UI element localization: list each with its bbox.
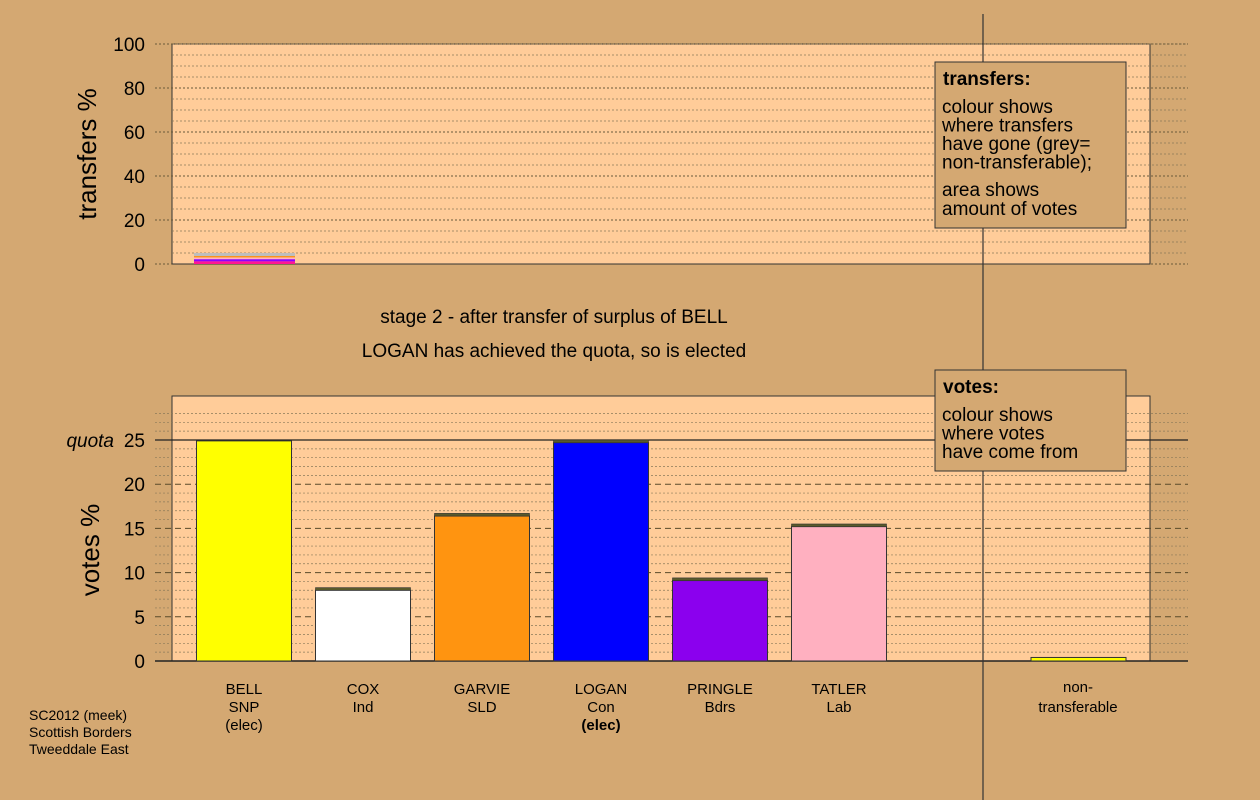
y-tick-label: 25	[124, 431, 145, 452]
transfers-legend-title: transfers:	[943, 69, 1031, 90]
transfers-legend-line: colour shows	[942, 97, 1053, 118]
votes-legend-line: where votes	[941, 424, 1044, 445]
votes-axis-title: votes %	[75, 504, 105, 597]
y-tick-label: 15	[124, 519, 145, 540]
quota-label: quota	[66, 431, 114, 452]
votes-legend-title: votes:	[943, 377, 999, 398]
candidate-party: Ind	[353, 699, 374, 716]
transfer-segment	[194, 261, 295, 264]
bar-tatler	[791, 526, 887, 662]
transfers-legend-line: area shows	[942, 180, 1039, 201]
candidate-name: TATLER	[811, 681, 866, 698]
y-tick-label: 100	[113, 35, 145, 56]
transfer-segment	[194, 256, 295, 258]
bar-bell	[196, 440, 292, 662]
nontransferable-label: non-	[1063, 679, 1093, 696]
nontransferable-label: transferable	[1038, 699, 1117, 716]
votes-legend-box	[934, 369, 1127, 472]
candidate-party: Bdrs	[705, 699, 736, 716]
candidate-name: BELL	[226, 681, 263, 698]
transfer-cap	[791, 523, 887, 527]
bar-nontransferable	[1030, 656, 1127, 662]
votes-legend-line: colour shows	[942, 405, 1053, 426]
transfers-grid	[155, 43, 1188, 265]
y-tick-label: 10	[124, 564, 145, 585]
bar-cox	[315, 589, 411, 662]
transfers-legend-line: where transfers	[941, 116, 1073, 137]
y-tick-label: 20	[124, 211, 145, 232]
stage-title: stage 2 - after transfer of surplus of B…	[380, 307, 727, 328]
transfer-cap	[672, 577, 768, 581]
transfers-axis-title: transfers %	[72, 88, 102, 220]
transfers-legend-line: amount of votes	[942, 199, 1077, 220]
bar-garvie	[434, 515, 530, 662]
transfer-segment	[194, 253, 295, 257]
candidate-party: SLD	[467, 699, 496, 716]
y-tick-label: 60	[124, 123, 145, 144]
bar-logan	[553, 442, 649, 662]
transfers-legend-line: have gone (grey=	[942, 134, 1090, 155]
footer-line: Tweeddale East	[29, 741, 129, 757]
transfer-segment	[194, 257, 295, 260]
candidate-name: GARVIE	[454, 681, 510, 698]
candidate-status: (elec)	[225, 717, 263, 734]
candidate-name: COX	[347, 681, 380, 698]
transfers-legend-box	[934, 61, 1127, 229]
transfer-cap	[315, 587, 411, 591]
candidate-party: Lab	[826, 699, 851, 716]
y-tick-label: 40	[124, 167, 145, 188]
candidate-status: (elec)	[581, 717, 620, 734]
y-tick-label: 0	[134, 652, 145, 673]
y-tick-label: 20	[124, 475, 145, 496]
footer-line: Scottish Borders	[29, 724, 132, 740]
y-tick-label: 5	[134, 608, 145, 629]
y-tick-label: 80	[124, 79, 145, 100]
y-tick-label: 0	[134, 255, 145, 276]
candidate-party: SNP	[229, 699, 260, 716]
bar-pringle	[672, 580, 768, 662]
candidate-name: LOGAN	[575, 681, 628, 698]
transfer-segment	[194, 259, 295, 262]
transfer-cap	[553, 439, 649, 443]
footer-line: SC2012 (meek)	[29, 707, 127, 723]
transfer-cap	[434, 513, 530, 517]
transfers-legend-line: non-transferable);	[942, 153, 1092, 174]
candidate-name: PRINGLE	[687, 681, 753, 698]
votes-legend-line: have come from	[942, 442, 1078, 463]
stage-subtitle: LOGAN has achieved the quota, so is elec…	[362, 341, 746, 362]
candidate-party: Con	[587, 699, 615, 716]
